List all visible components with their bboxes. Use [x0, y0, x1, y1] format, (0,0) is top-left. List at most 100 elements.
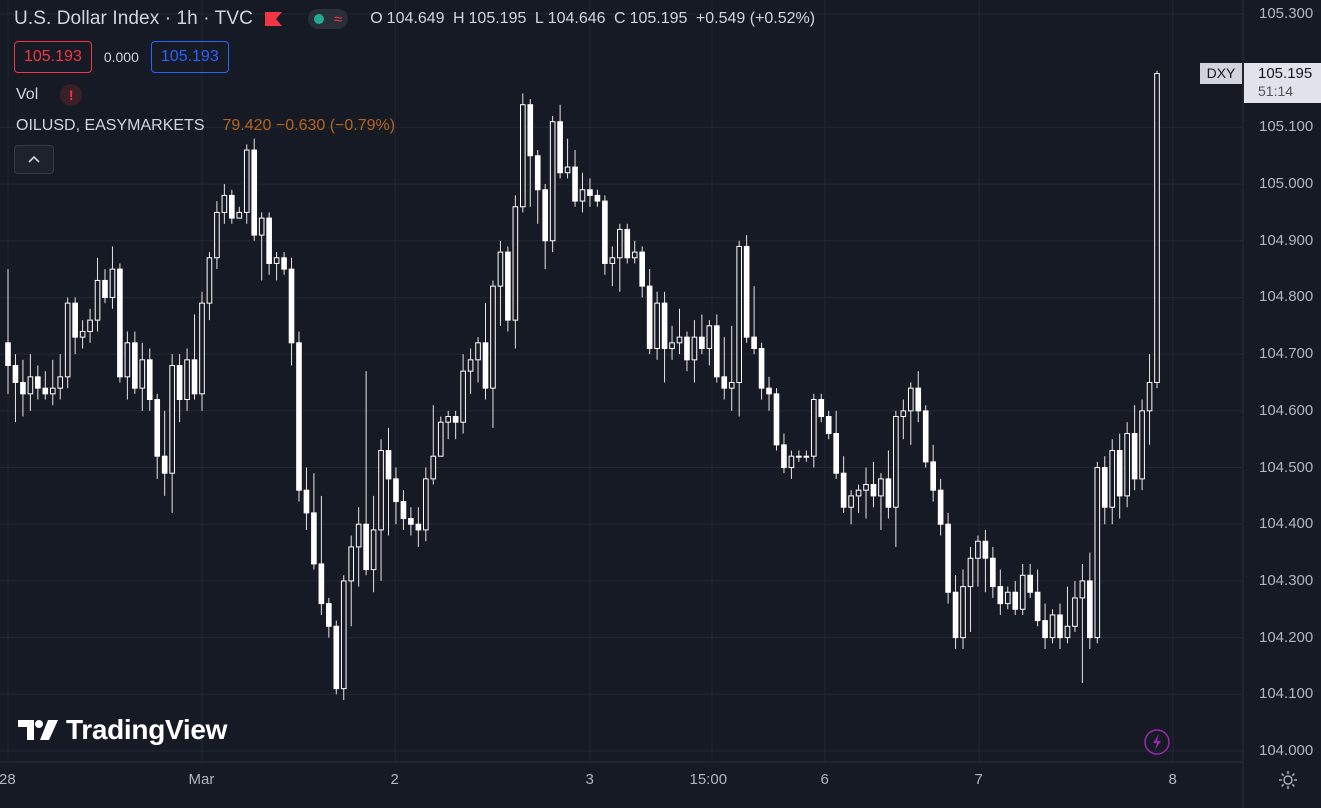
- candle-down: [161, 455, 168, 474]
- candle-down: [117, 268, 123, 378]
- candle-up: [788, 455, 795, 469]
- compare-symbol-legend[interactable]: OILUSD, EASYMARKETS 79.420 −0.630 (−0.79…: [16, 117, 395, 135]
- candle-up: [273, 257, 280, 264]
- candle-down: [990, 557, 996, 588]
- candle-up: [340, 580, 347, 690]
- candle-up: [654, 302, 660, 349]
- candle-down: [766, 387, 772, 395]
- symbol-title[interactable]: U.S. Dollar Index · 1h · TVC: [14, 8, 253, 29]
- candle-up: [1019, 574, 1026, 610]
- candle-up: [437, 421, 444, 457]
- symbol-legend: U.S. Dollar Index · 1h · TVC ≈ O 104.649 …: [14, 6, 819, 32]
- candle-down: [452, 416, 459, 423]
- candle-up: [423, 478, 429, 531]
- candle-up: [370, 529, 377, 571]
- candle-up: [691, 336, 698, 361]
- red-flag-icon[interactable]: [264, 12, 282, 26]
- ohlc-values: O 104.649 H 105.195 L 104.646 C 105.195 +0.5…: [370, 10, 819, 28]
- low-label: L: [534, 10, 544, 27]
- lightning-icon[interactable]: [1144, 729, 1170, 755]
- candle-down: [721, 376, 728, 389]
- candle-down: [1012, 591, 1019, 610]
- candle-down: [781, 444, 787, 469]
- volume-indicator[interactable]: Vol !: [16, 84, 83, 106]
- time-tick-label: 15:00: [689, 771, 728, 788]
- candle-up: [519, 104, 526, 208]
- candle-up: [430, 455, 437, 480]
- candle-up: [863, 484, 869, 491]
- candle-down: [318, 563, 325, 605]
- candle-down: [1042, 620, 1048, 639]
- sell-price-button[interactable]: 105.193: [14, 41, 92, 73]
- open-value: 104.649: [386, 10, 445, 27]
- buy-price-button[interactable]: 105.193: [150, 41, 229, 73]
- candle-up: [706, 325, 713, 349]
- candle-up: [579, 189, 586, 202]
- candle-down: [482, 342, 489, 389]
- candle-up: [549, 121, 556, 242]
- candle-up: [27, 376, 34, 395]
- candle-up: [1109, 450, 1116, 508]
- tradingview-logo[interactable]: TradingView: [18, 714, 227, 746]
- time-tick-label: 7: [974, 771, 983, 788]
- candle-down: [915, 387, 922, 412]
- open-label: O: [370, 10, 383, 27]
- candle-down: [557, 121, 563, 174]
- time-tick-label: 2: [390, 771, 399, 788]
- candle-up: [848, 495, 854, 508]
- candle-down: [758, 347, 765, 389]
- candle-up: [94, 279, 101, 321]
- candle-up: [184, 359, 190, 401]
- candle-up: [900, 410, 907, 418]
- candle-down: [303, 489, 310, 514]
- price-tick-label: 104.200: [1259, 628, 1314, 646]
- candle-down: [251, 149, 258, 236]
- market-status-pill[interactable]: ≈: [307, 9, 349, 29]
- candle-down: [191, 359, 198, 395]
- candle-down: [982, 540, 989, 559]
- candle-down: [624, 228, 631, 259]
- candle-up: [490, 285, 496, 389]
- candle-up: [676, 336, 683, 344]
- time-tick-label: 3: [585, 771, 594, 788]
- warning-icon[interactable]: !: [60, 84, 83, 106]
- price-tick-label: 104.300: [1259, 571, 1314, 589]
- candle-down: [840, 472, 847, 508]
- candle-up: [564, 166, 571, 174]
- time-tick-label: Mar: [188, 771, 215, 788]
- candle-up: [728, 382, 735, 389]
- price-tick-label: 104.500: [1259, 458, 1314, 476]
- candle-up: [348, 546, 355, 582]
- candle-down: [333, 625, 340, 690]
- candle-up: [796, 455, 802, 458]
- candle-down: [997, 586, 1004, 605]
- candle-down: [527, 104, 534, 157]
- low-value: 104.646: [547, 10, 606, 27]
- candle-down: [572, 166, 578, 202]
- candle-up: [669, 342, 675, 349]
- candle-up: [960, 586, 966, 639]
- candle-up: [1139, 410, 1145, 480]
- candle-up: [258, 217, 265, 236]
- tradingview-logo-icon: [18, 720, 58, 740]
- candle-down: [1131, 433, 1138, 480]
- candle-up: [199, 302, 205, 395]
- collapse-legend-button[interactable]: [14, 145, 54, 174]
- candle-up: [497, 251, 504, 287]
- candle-down: [922, 410, 929, 463]
- candle-down: [930, 461, 936, 491]
- candle-up: [975, 540, 981, 559]
- candle-up: [355, 523, 362, 548]
- candle-down: [1116, 450, 1123, 497]
- price-tick-label: 105.100: [1259, 118, 1314, 136]
- candle-up: [475, 342, 481, 361]
- candle-down: [42, 387, 49, 395]
- candle-down: [146, 359, 153, 401]
- candle-down: [1101, 467, 1108, 508]
- time-tick-label: 8: [1168, 771, 1177, 788]
- candle-down: [870, 484, 877, 497]
- candle-down: [281, 257, 287, 270]
- candle-up: [512, 206, 519, 321]
- settings-gear-icon[interactable]: [1278, 770, 1298, 790]
